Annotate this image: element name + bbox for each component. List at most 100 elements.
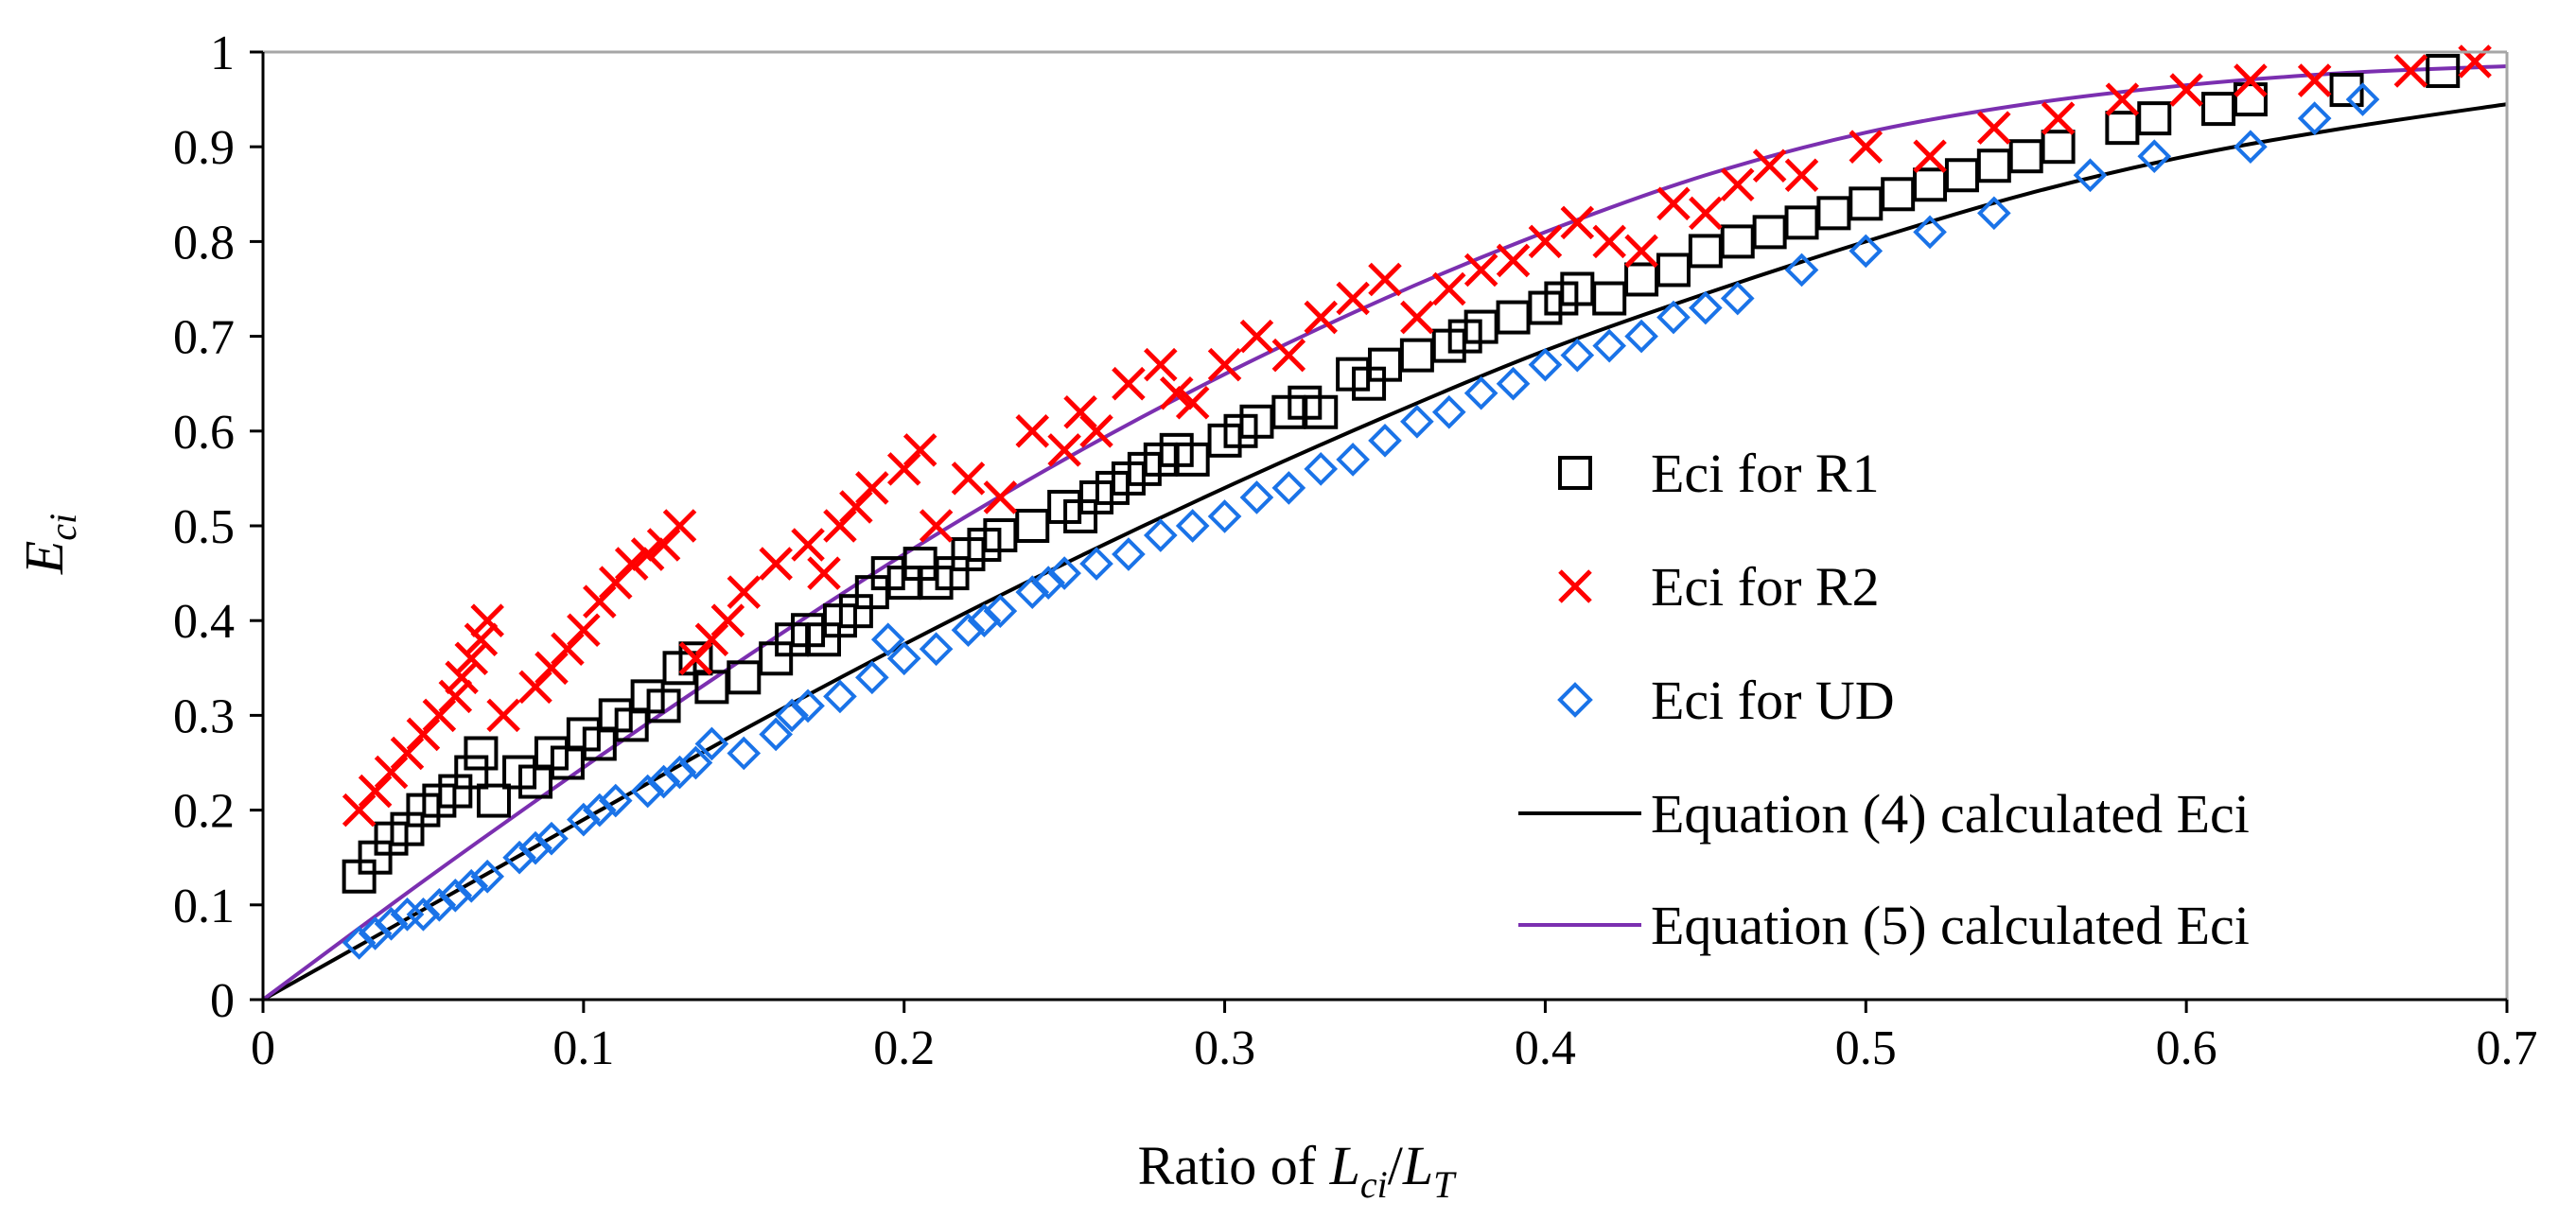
data-point-r2: [2393, 54, 2428, 88]
x-tick-label: 0.2: [873, 1021, 935, 1075]
data-point-ud: [1528, 347, 1563, 382]
legend-item-r1: Eci for R1: [1558, 443, 1880, 504]
data-point-ud: [1015, 575, 1050, 609]
data-point-ud: [582, 793, 617, 828]
y-tick-label: 0.6: [173, 406, 235, 460]
y-axis-title-main: E: [13, 541, 75, 575]
y-axis-title: Eci: [13, 514, 84, 575]
x-tick-label: 0.4: [1515, 1021, 1576, 1075]
data-point-ud: [886, 641, 921, 676]
data-point-r1: [464, 736, 499, 771]
legend-diamond-marker: [1557, 682, 1593, 718]
data-point-ud: [406, 897, 441, 932]
data-point-r2: [438, 679, 473, 714]
data-point-r2: [1112, 366, 1146, 401]
data-point-r2: [1496, 243, 1531, 278]
data-point-r2: [1079, 414, 1113, 448]
data-point-ud: [1496, 366, 1531, 401]
legend-item-eq4: Equation (4) calculated Eci: [1518, 783, 2250, 845]
data-point-r2: [1592, 224, 1626, 259]
data-point-r1: [2329, 73, 2364, 108]
y-tick-label: 0.4: [173, 595, 235, 649]
data-point-r2: [630, 537, 665, 571]
data-point-ud: [1368, 423, 1402, 458]
data-point-r2: [710, 603, 745, 637]
data-point-ud: [374, 907, 409, 941]
data-point-r1: [2233, 82, 2268, 117]
data-point-r2: [807, 556, 841, 590]
data-point-r2: [1400, 300, 1434, 335]
y-tick-label: 0.5: [173, 500, 235, 554]
data-point-r2: [486, 698, 520, 733]
data-point-ud: [1112, 537, 1146, 571]
data-point-ud: [1047, 556, 1081, 590]
data-point-r2: [919, 509, 954, 543]
data-point-r1: [1175, 442, 1210, 477]
data-point-ud: [598, 783, 633, 818]
data-point-ud: [967, 603, 1002, 638]
data-point-r2: [1047, 433, 1081, 467]
data-point-r2: [470, 603, 504, 637]
data-point-r2: [614, 547, 649, 581]
legend: Eci for R1 Eci for R2 Eci for UD Equatio…: [1518, 443, 2250, 956]
data-point-ud: [919, 632, 954, 667]
data-point-r2: [1239, 319, 1274, 354]
data-point-r2: [1336, 281, 1370, 316]
data-point-ud: [870, 622, 905, 657]
data-point-ud: [470, 859, 505, 894]
y-tick-label: 0.7: [173, 311, 235, 365]
x-axis-title-num-sub: ci: [1360, 1163, 1388, 1206]
legend-item-ud: Eci for UD: [1557, 670, 1895, 731]
data-point-ud: [534, 821, 569, 856]
data-point-r2: [1144, 347, 1178, 382]
data-point-r2: [1207, 347, 1242, 382]
data-point-ud: [1560, 338, 1595, 373]
data-point-r2: [951, 462, 986, 496]
data-point-ud: [1271, 471, 1306, 505]
y-tick-label: 0.3: [173, 689, 235, 743]
legend-label: Eci for UD: [1651, 670, 1895, 731]
data-point-r2: [1656, 186, 1691, 221]
data-point-ud: [2297, 101, 2332, 135]
data-point-r1: [1015, 509, 1050, 543]
data-point-r2: [445, 660, 479, 695]
data-point-ud: [951, 613, 986, 648]
data-point-ud: [1304, 452, 1339, 486]
data-point-ud: [1400, 404, 1434, 439]
data-point-ud: [646, 764, 681, 799]
legend-item-eq5: Equation (5) calculated Eci: [1518, 895, 2250, 956]
data-point-ud: [1624, 319, 1658, 354]
data-point-r2: [1784, 158, 1819, 193]
data-point-ud: [567, 802, 601, 837]
data-point-ud: [2073, 158, 2108, 193]
data-point-r2: [983, 480, 1018, 514]
data-point-ud: [630, 774, 665, 809]
x-tick-label: 0.7: [2477, 1021, 2538, 1075]
data-point-ud: [775, 698, 809, 733]
data-point-ud: [983, 594, 1018, 629]
data-point-r1: [646, 688, 681, 723]
legend-square-marker: [1558, 456, 1592, 490]
x-axis-title-den-sub: T: [1433, 1163, 1457, 1206]
data-point-ud: [1913, 215, 1947, 250]
data-point-r2: [791, 528, 825, 562]
data-point-r2: [1528, 224, 1563, 259]
y-tick-label: 0.1: [173, 880, 235, 933]
data-point-r2: [2105, 82, 2140, 116]
data-point-ud: [502, 840, 536, 875]
data-point-ud: [1079, 547, 1113, 581]
data-point-r2: [1913, 139, 1947, 173]
data-point-ud: [791, 688, 825, 723]
x-tick-label: 0: [251, 1021, 275, 1075]
data-point-r2: [1624, 234, 1658, 269]
data-point-ud: [1977, 196, 2011, 231]
y-tick-label: 1: [210, 26, 235, 80]
data-point-ud: [1336, 443, 1370, 477]
y-tick-label: 0: [210, 974, 235, 1028]
data-point-r2: [454, 641, 489, 676]
data-point-ud: [1720, 281, 1755, 316]
data-point-ud: [1463, 375, 1498, 410]
data-point-ud: [1207, 499, 1242, 533]
